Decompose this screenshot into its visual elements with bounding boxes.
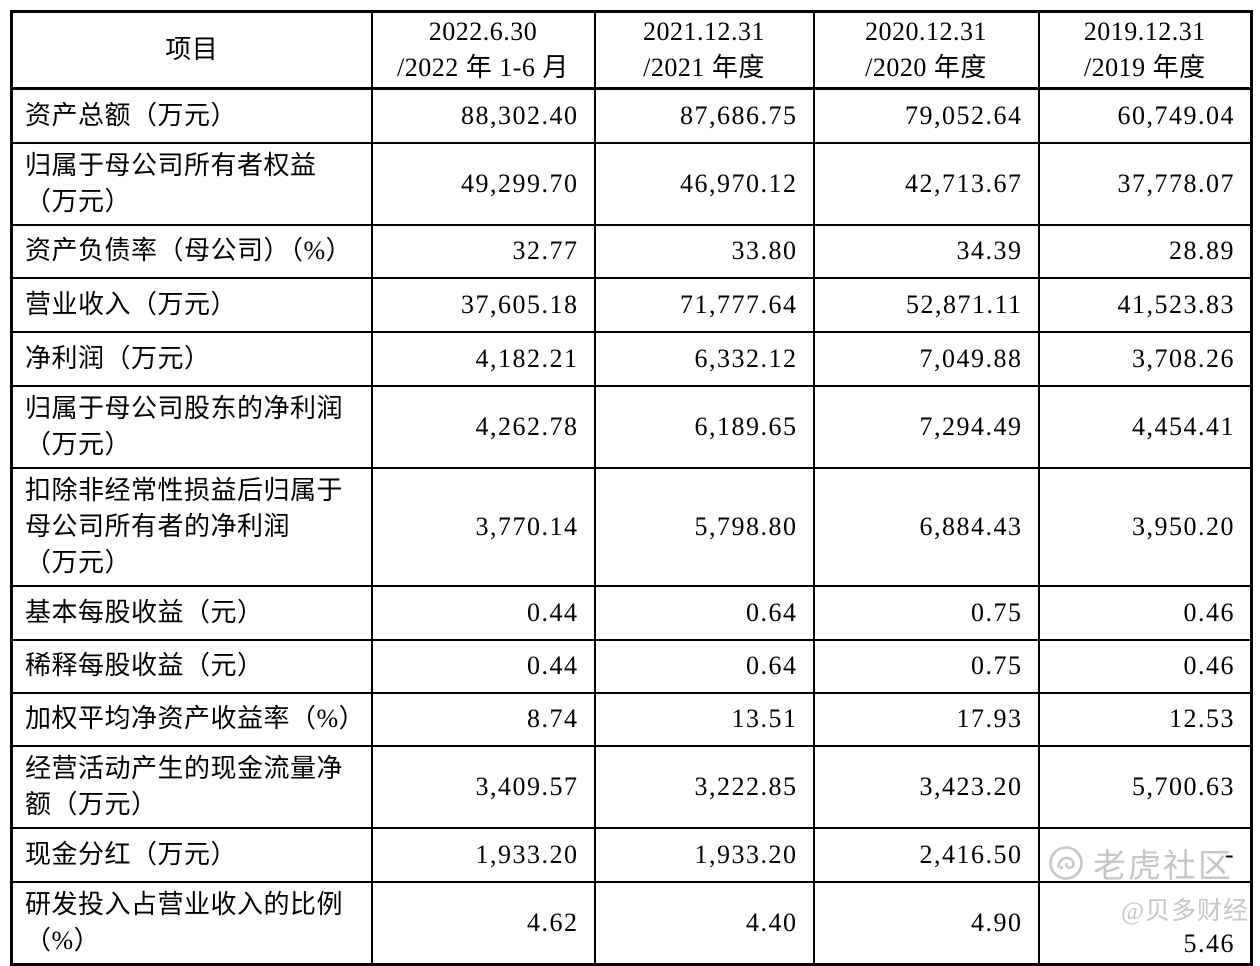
cell-value: 6,332.12 [593,330,815,387]
cell-value: 0.44 [370,584,596,641]
cell-value: 33.80 [593,223,815,279]
cell-value: 12.53 [1037,691,1253,747]
table-row: 稀释每股收益（元） 0.44 0.64 0.75 0.46 [10,638,1253,694]
cell-value: 52,871.11 [812,276,1040,333]
cell-value: 0.44 [370,638,596,694]
cell-value: 0.64 [593,638,815,694]
table-row: 基本每股收益（元） 0.44 0.64 0.75 0.46 [10,584,1253,641]
cell-value: 71,777.64 [593,276,815,333]
cell-value: 37,605.18 [370,276,596,333]
cell-value: 7,294.49 [812,384,1040,469]
cell-value: 4.40 [593,880,815,965]
column-header-2019: 2019.12.31 /2019 年度 [1037,10,1253,90]
cell-value: 49,299.70 [370,141,596,226]
cell-value: 3,770.14 [370,466,596,587]
cell-value: 60,749.04 [1037,87,1253,144]
cell-value: 5,798.80 [593,466,815,587]
cell-value: 87,686.75 [593,87,815,144]
row-label: 基本每股收益（元） [10,584,373,641]
cell-value: 3,409.57 [370,744,596,829]
cell-value: 88,302.40 [370,87,596,144]
cell-value: 4.90 [812,880,1040,965]
column-header-item: 项目 [10,10,373,90]
cell-value: 3,222.85 [593,744,815,829]
table-row: 扣除非经常性损益后归属于 母公司所有者的净利润 （万元） 3,770.14 5,… [10,466,1253,587]
row-label: 稀释每股收益（元） [10,638,373,694]
row-label: 归属于母公司所有者权益 （万元） [10,141,373,226]
cell-value: 3,423.20 [812,744,1040,829]
row-label: 资产总额（万元） [10,87,373,144]
cell-value: 4,454.41 [1037,384,1253,469]
table-body: 资产总额（万元） 88,302.40 87,686.75 79,052.64 6… [10,87,1253,965]
row-label: 营业收入（万元） [10,276,373,333]
cell-value: 34.39 [812,223,1040,279]
cell-value: 37,778.07 [1037,141,1253,226]
row-label: 经营活动产生的现金流量净 额（万元） [10,744,373,829]
cell-value: 28.89 [1037,223,1253,279]
cell-value-cell: 5.46 [1037,880,1253,965]
column-header-2022: 2022.6.30 /2022 年 1-6 月 [370,10,596,90]
table-row: 资产负债率（母公司）（%） 32.77 33.80 34.39 28.89 [10,223,1253,279]
row-label: 资产负债率（母公司）（%） [10,223,373,279]
table-header: 项目 2022.6.30 /2022 年 1-6 月 2021.12.31 /2… [10,10,1253,90]
cell-value: 46,970.12 [593,141,815,226]
cell-value: - [1037,826,1253,883]
cell-value: 4,262.78 [370,384,596,469]
table-row: 营业收入（万元） 37,605.18 71,777.64 52,871.11 4… [10,276,1253,333]
table-row: 归属于母公司所有者权益 （万元） 49,299.70 46,970.12 42,… [10,141,1253,226]
cell-value: 42,713.67 [812,141,1040,226]
cell-value: 0.75 [812,638,1040,694]
cell-value: 4.62 [370,880,596,965]
cell-value: 4,182.21 [370,330,596,387]
row-label: 加权平均净资产收益率（%） [10,691,373,747]
table-row: 研发投入占营业收入的比例 （%） 4.62 4.40 4.90 5.46 [10,880,1253,965]
row-label: 研发投入占营业收入的比例 （%） [10,880,373,965]
table-row: 经营活动产生的现金流量净 额（万元） 3,409.57 3,222.85 3,4… [10,744,1253,829]
cell-value: 7,049.88 [812,330,1040,387]
cell-value: 6,884.43 [812,466,1040,587]
cell-value: 41,523.83 [1037,276,1253,333]
cell-value: 1,933.20 [370,826,596,883]
cell-value: 6,189.65 [593,384,815,469]
cell-value: 32.77 [370,223,596,279]
cell-value: 2,416.50 [812,826,1040,883]
cell-value: 8.74 [370,691,596,747]
cell-value: 0.75 [812,584,1040,641]
row-label: 归属于母公司股东的净利润 （万元） [10,384,373,469]
row-label: 净利润（万元） [10,330,373,387]
column-header-2020: 2020.12.31 /2020 年度 [812,10,1040,90]
cell-value: 79,052.64 [812,87,1040,144]
cell-value: 1,933.20 [593,826,815,883]
row-label: 现金分红（万元） [10,826,373,883]
cell-value: 5,700.63 [1037,744,1253,829]
financial-summary-table: 项目 2022.6.30 /2022 年 1-6 月 2021.12.31 /2… [10,10,1253,966]
row-label: 扣除非经常性损益后归属于 母公司所有者的净利润 （万元） [10,466,373,587]
data-table: 项目 2022.6.30 /2022 年 1-6 月 2021.12.31 /2… [10,10,1253,966]
cell-value: 13.51 [593,691,815,747]
header-row: 项目 2022.6.30 /2022 年 1-6 月 2021.12.31 /2… [10,10,1253,90]
cell-value: 17.93 [812,691,1040,747]
table-row: 资产总额（万元） 88,302.40 87,686.75 79,052.64 6… [10,87,1253,144]
cell-value: 0.46 [1037,584,1253,641]
cell-value: 3,950.20 [1037,466,1253,587]
table-row: 净利润（万元） 4,182.21 6,332.12 7,049.88 3,708… [10,330,1253,387]
column-header-2021: 2021.12.31 /2021 年度 [593,10,815,90]
cell-value: 0.46 [1037,638,1253,694]
table-row: 归属于母公司股东的净利润 （万元） 4,262.78 6,189.65 7,29… [10,384,1253,469]
cell-value: 5.46 [1183,928,1235,958]
cell-value: 0.64 [593,584,815,641]
table-row: 现金分红（万元） 1,933.20 1,933.20 2,416.50 - [10,826,1253,883]
cell-value: 3,708.26 [1037,330,1253,387]
table-row: 加权平均净资产收益率（%） 8.74 13.51 17.93 12.53 [10,691,1253,747]
